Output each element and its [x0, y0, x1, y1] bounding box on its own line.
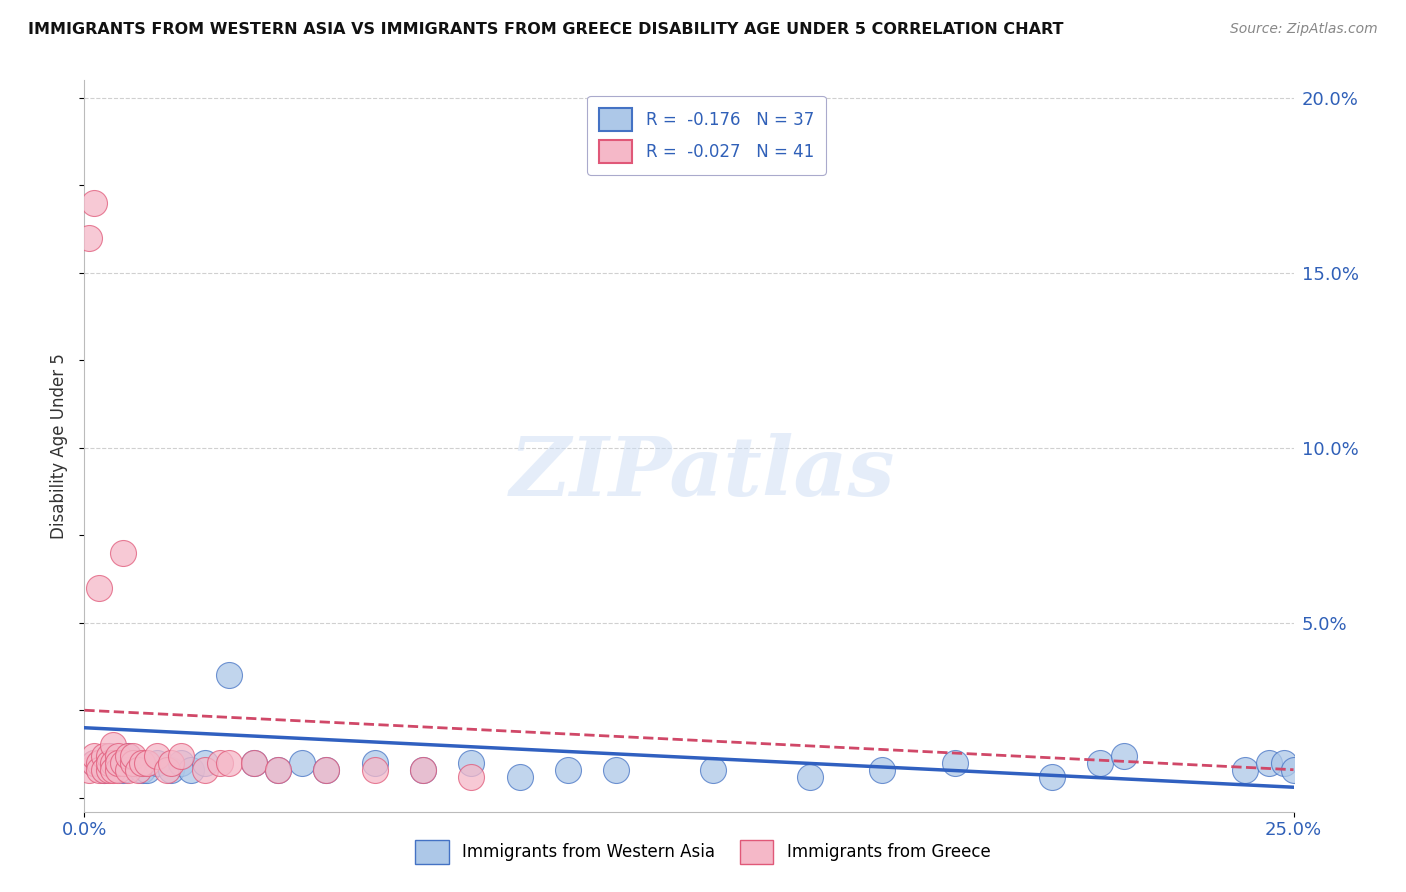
Point — [112, 763, 135, 777]
Point — [412, 763, 434, 777]
Point — [107, 756, 129, 770]
Point — [509, 770, 531, 784]
Point — [412, 763, 434, 777]
Point — [160, 756, 183, 770]
Point — [97, 748, 120, 763]
Point — [557, 763, 579, 777]
Point — [103, 738, 125, 752]
Point — [83, 756, 105, 770]
Y-axis label: Disability Age Under 5: Disability Age Under 5 — [51, 353, 69, 539]
Point — [87, 756, 110, 770]
Point — [267, 763, 290, 777]
Point — [87, 581, 110, 595]
Point — [83, 756, 105, 770]
Point — [107, 763, 129, 777]
Point — [218, 756, 240, 770]
Point — [117, 748, 139, 763]
Point — [242, 756, 264, 770]
Point — [315, 763, 337, 777]
Point — [93, 763, 115, 777]
Point — [146, 756, 169, 770]
Point — [77, 231, 100, 245]
Point — [315, 763, 337, 777]
Point — [93, 763, 115, 777]
Point — [83, 195, 105, 210]
Legend: Immigrants from Western Asia, Immigrants from Greece: Immigrants from Western Asia, Immigrants… — [409, 833, 997, 871]
Point — [112, 756, 135, 770]
Point — [872, 763, 894, 777]
Point — [121, 748, 143, 763]
Point — [160, 763, 183, 777]
Point — [218, 668, 240, 682]
Point — [291, 756, 314, 770]
Legend: R =  -0.176   N = 37, R =  -0.027   N = 41: R = -0.176 N = 37, R = -0.027 N = 41 — [588, 96, 825, 175]
Point — [180, 763, 202, 777]
Point — [117, 763, 139, 777]
Point — [1282, 763, 1305, 777]
Point — [170, 748, 193, 763]
Point — [702, 763, 724, 777]
Point — [87, 756, 110, 770]
Point — [97, 756, 120, 770]
Point — [121, 756, 143, 770]
Point — [208, 756, 231, 770]
Point — [146, 748, 169, 763]
Point — [194, 763, 217, 777]
Point — [127, 763, 149, 777]
Point — [242, 756, 264, 770]
Point — [155, 763, 177, 777]
Point — [136, 756, 159, 770]
Point — [103, 763, 125, 777]
Point — [194, 756, 217, 770]
Text: ZIPatlas: ZIPatlas — [510, 433, 896, 513]
Point — [799, 770, 821, 784]
Point — [363, 763, 385, 777]
Point — [77, 763, 100, 777]
Point — [97, 763, 120, 777]
Point — [83, 748, 105, 763]
Point — [363, 756, 385, 770]
Point — [97, 748, 120, 763]
Point — [107, 756, 129, 770]
Point — [170, 756, 193, 770]
Point — [1088, 756, 1111, 770]
Point — [131, 763, 153, 777]
Text: Source: ZipAtlas.com: Source: ZipAtlas.com — [1230, 22, 1378, 37]
Point — [131, 756, 153, 770]
Point — [460, 756, 482, 770]
Point — [93, 748, 115, 763]
Point — [117, 748, 139, 763]
Point — [1272, 756, 1295, 770]
Text: IMMIGRANTS FROM WESTERN ASIA VS IMMIGRANTS FROM GREECE DISABILITY AGE UNDER 5 CO: IMMIGRANTS FROM WESTERN ASIA VS IMMIGRAN… — [28, 22, 1063, 37]
Point — [1258, 756, 1281, 770]
Point — [121, 756, 143, 770]
Point — [1234, 763, 1257, 777]
Point — [1040, 770, 1063, 784]
Point — [136, 763, 159, 777]
Point — [605, 763, 627, 777]
Point — [103, 756, 125, 770]
Point — [107, 748, 129, 763]
Point — [1114, 748, 1136, 763]
Point — [460, 770, 482, 784]
Point — [87, 763, 110, 777]
Point — [112, 546, 135, 560]
Point — [267, 763, 290, 777]
Point — [943, 756, 966, 770]
